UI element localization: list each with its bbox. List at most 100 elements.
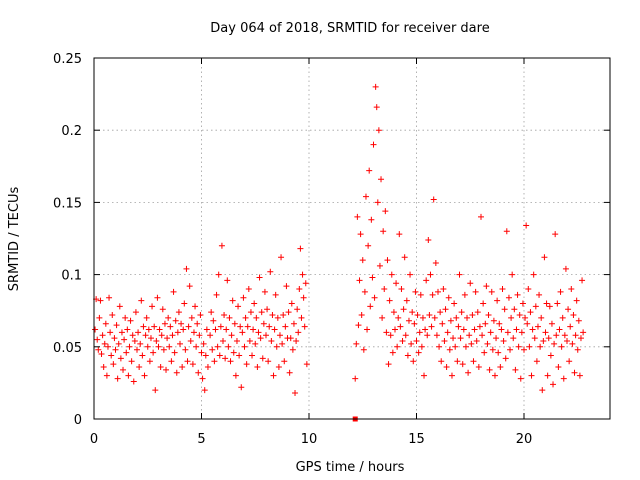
data-point: [149, 303, 156, 310]
data-point: [530, 271, 537, 278]
data-point: [180, 326, 187, 333]
data-point: [537, 343, 544, 350]
data-point: [402, 332, 409, 339]
x-tick-label: 0: [90, 432, 98, 447]
data-point: [264, 306, 271, 313]
data-point: [233, 338, 240, 345]
data-point: [579, 277, 586, 284]
data-point: [401, 254, 408, 261]
data-point: [282, 323, 289, 330]
data-point: [425, 236, 432, 243]
data-point: [392, 326, 398, 333]
data-point: [132, 309, 139, 316]
data-point: [518, 329, 525, 336]
data-point: [243, 361, 250, 368]
data-point: [117, 355, 124, 362]
data-point: [152, 387, 159, 394]
data-point: [178, 320, 185, 327]
x-axis-label: GPS time / hours: [296, 460, 405, 475]
y-tick-label: 0.15: [53, 196, 82, 211]
data-point: [228, 332, 235, 339]
data-point: [431, 314, 438, 321]
y-tick-label: 0.1: [61, 269, 82, 284]
data-point: [249, 352, 256, 359]
data-point: [186, 283, 193, 290]
data-point: [143, 314, 150, 321]
data-point: [97, 297, 104, 304]
data-point: [553, 332, 560, 339]
data-point: [439, 320, 446, 327]
data-point: [131, 338, 138, 345]
data-point: [440, 286, 447, 293]
data-point: [546, 303, 553, 310]
data-point: [268, 338, 275, 345]
data-point: [476, 323, 483, 330]
data-point: [398, 286, 405, 293]
data-point: [554, 300, 561, 307]
data-point: [115, 340, 122, 347]
y-tick-label: 0.25: [53, 52, 82, 67]
data-point: [394, 343, 401, 350]
data-point: [200, 340, 207, 347]
data-point: [410, 358, 417, 365]
data-point: [438, 358, 445, 365]
data-point: [355, 322, 362, 329]
data-point: [283, 283, 290, 290]
chart-title: Day 064 of 2018, SRMTID for receiver dar…: [210, 21, 489, 36]
data-point: [501, 306, 508, 313]
data-point: [139, 352, 146, 359]
data-point: [488, 288, 495, 295]
data-point: [564, 338, 570, 345]
data-point: [279, 340, 286, 347]
data-point: [272, 291, 279, 298]
data-point: [167, 323, 174, 330]
data-point: [430, 196, 437, 203]
data-point: [289, 346, 296, 353]
data-point: [201, 387, 208, 394]
data-point: [560, 375, 567, 382]
data-point: [101, 340, 108, 347]
data-point: [220, 338, 226, 345]
data-point: [468, 340, 475, 347]
data-point: [522, 314, 529, 321]
data-point: [472, 288, 479, 295]
data-point: [461, 291, 468, 298]
data-point: [151, 323, 158, 330]
data-point: [146, 358, 153, 365]
data-point: [515, 343, 522, 350]
data-point: [536, 291, 543, 298]
data-point: [258, 309, 265, 316]
data-point: [376, 262, 383, 269]
data-point: [445, 294, 452, 301]
data-point: [134, 346, 140, 353]
data-point: [166, 343, 173, 350]
data-point: [213, 291, 220, 298]
data-point: [246, 338, 253, 345]
data-point: [517, 375, 524, 382]
data-point: [570, 312, 577, 319]
data-point: [125, 372, 132, 379]
data-point: [303, 361, 310, 368]
data-point: [358, 312, 365, 319]
data-point: [182, 346, 189, 353]
data-point: [539, 387, 546, 394]
data-point: [547, 352, 554, 359]
data-point: [407, 271, 414, 278]
data-point: [565, 306, 572, 313]
data-point: [373, 104, 380, 111]
data-point: [378, 176, 385, 183]
data-point: [218, 242, 225, 249]
data-point: [484, 340, 491, 347]
data-point: [512, 366, 519, 373]
data-point: [236, 352, 243, 359]
data-point: [557, 288, 564, 295]
data-point: [528, 372, 535, 379]
data-point: [427, 271, 434, 278]
data-point: [302, 280, 309, 287]
data-point: [361, 288, 368, 295]
data-point: [168, 358, 175, 365]
data-point: [491, 372, 498, 379]
data-point: [293, 338, 300, 345]
data-point: [552, 231, 559, 238]
data-point: [364, 326, 371, 333]
